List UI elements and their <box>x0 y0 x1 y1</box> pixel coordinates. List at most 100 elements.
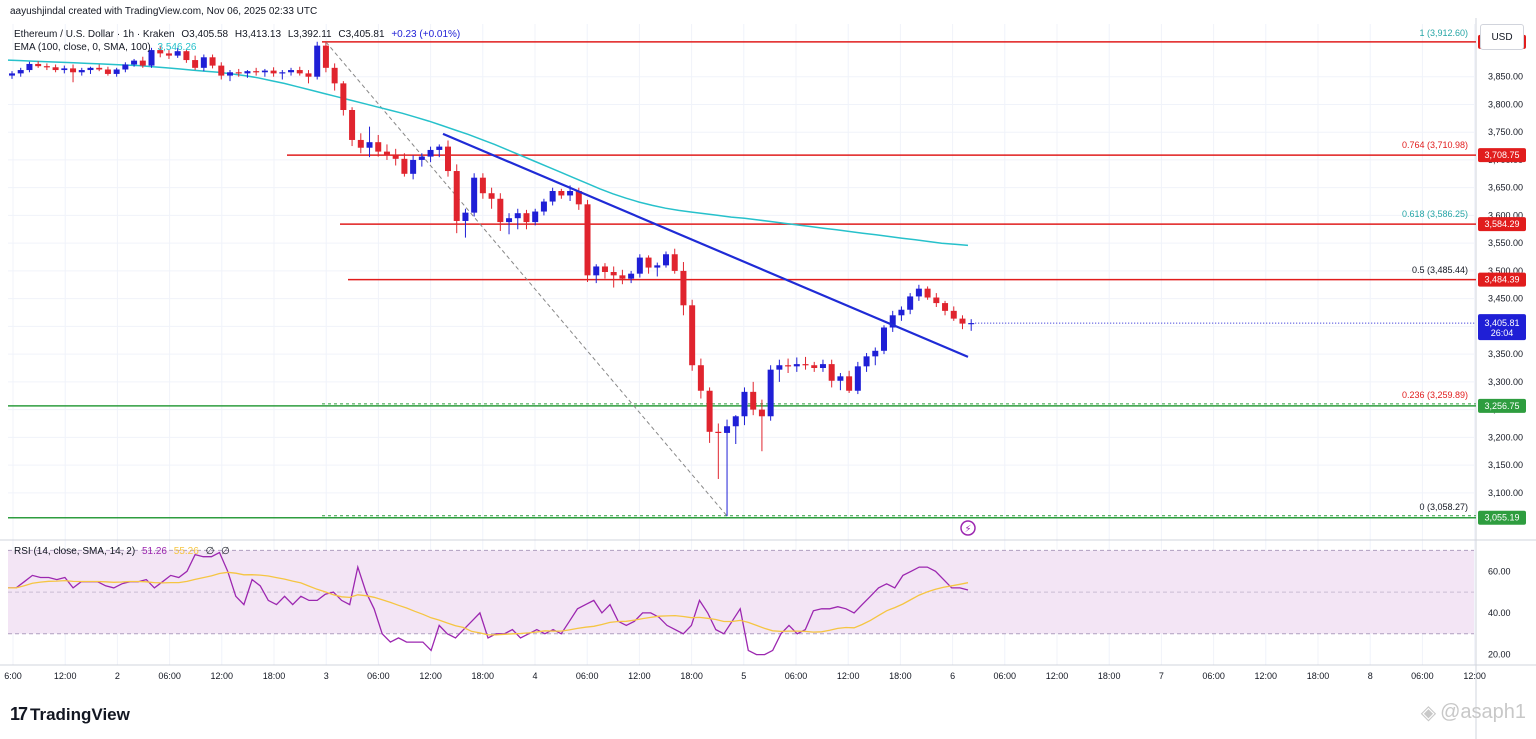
candle-down <box>671 254 678 271</box>
rsi-legend: RSI (14, close, SMA, 14, 2) 51.26 55.26 … <box>14 546 234 557</box>
close-value: C3,405.81 <box>338 29 385 40</box>
x-tick-label: 18:00 <box>263 671 286 681</box>
fib-label: 0.618 (3,586.25) <box>1402 209 1468 219</box>
candle-up <box>9 73 15 76</box>
fib-diagonal <box>325 41 728 517</box>
candle-up <box>113 69 120 74</box>
x-tick-label: 8 <box>1368 671 1373 681</box>
x-tick-label: 06:00 <box>785 671 808 681</box>
candle-down <box>488 193 495 199</box>
candle-up <box>261 70 268 73</box>
candle-up <box>227 72 233 76</box>
x-tick-label: 3 <box>324 671 329 681</box>
ema-value: 3,546.26 <box>157 42 197 53</box>
candle-down <box>811 365 818 368</box>
candle-up <box>724 426 731 433</box>
candle-down <box>445 146 451 172</box>
rsi-tick-label: 40.00 <box>1488 608 1511 618</box>
candle-down <box>828 364 835 381</box>
candle-down <box>383 151 390 156</box>
candle-down <box>933 297 940 304</box>
rsi-tick-label: 60.00 <box>1488 566 1511 576</box>
candle-up <box>462 212 469 221</box>
candle-down <box>715 431 722 434</box>
x-tick-label: 18:00 <box>1098 671 1121 681</box>
price-tick-label: 3,100.00 <box>1488 488 1523 498</box>
candle-down <box>584 204 591 276</box>
rsi-line <box>8 551 969 656</box>
candle-up <box>593 266 600 276</box>
candle-up <box>17 70 24 74</box>
candle-up <box>244 71 251 74</box>
price-tick-label: 3,500.00 <box>1488 266 1523 276</box>
candle-down <box>680 270 687 306</box>
candle-up <box>654 265 661 268</box>
candle-down <box>401 158 408 174</box>
candle-up <box>506 218 513 223</box>
x-tick-label: 12:00 <box>837 671 860 681</box>
countdown-label: 26:04 <box>1491 328 1514 338</box>
ema-label: EMA (100, close, 0, SMA, 100) <box>14 42 151 53</box>
support-price-tag <box>1478 398 1526 413</box>
diamond-icon: ◈ <box>1420 702 1437 724</box>
rsi-label: RSI (14, close, SMA, 14, 2) <box>14 546 136 557</box>
fib-label: 0.236 (3,259.89) <box>1402 390 1468 400</box>
candle-down <box>165 53 172 56</box>
candle-up <box>776 365 783 370</box>
candle-up <box>889 315 896 328</box>
candle-down <box>750 391 757 410</box>
candle-up <box>26 63 33 71</box>
price-tick-label: 3,150.00 <box>1488 460 1523 470</box>
candle-down <box>942 303 949 311</box>
resistance-price-tag <box>1478 272 1526 287</box>
x-tick-label: 12:00 <box>54 671 77 681</box>
tradingview-logo-icon: 17 <box>10 704 28 724</box>
current-price-label: 3,405.81 <box>1484 318 1519 328</box>
rsi-ma-value: 55.26 <box>173 546 199 557</box>
candle-up <box>881 327 887 351</box>
price-tick-label: 3,800.00 <box>1488 99 1523 109</box>
resistance-price-label: 3,708.75 <box>1484 150 1519 160</box>
price-tick-label: 3,550.00 <box>1488 238 1523 248</box>
candle-up <box>767 369 774 417</box>
resistance-price-tag <box>1478 217 1526 232</box>
candle-up <box>471 177 478 213</box>
candle-down <box>610 272 617 276</box>
high-value: H3,413.13 <box>234 29 282 40</box>
candle-down <box>523 213 530 223</box>
watermark: ◈ @asaph1 <box>1421 700 1526 725</box>
symbol-title: Ethereum / U.S. Dollar · 1h · Kraken <box>14 29 175 40</box>
x-tick-label: 18:00 <box>889 671 912 681</box>
candle-up <box>636 257 643 274</box>
candle-up <box>532 211 539 223</box>
candle-down <box>43 66 50 68</box>
currency-button[interactable]: USD <box>1480 24 1524 50</box>
price-tick-label: 3,450.00 <box>1488 294 1523 304</box>
rsi-tick-label: 20.00 <box>1488 650 1511 660</box>
x-tick-label: 12:00 <box>211 671 234 681</box>
x-tick-label: 06:00 <box>158 671 181 681</box>
x-tick-label: 6 <box>950 671 955 681</box>
x-tick-label: 12:00 <box>1463 671 1486 681</box>
candle-down <box>35 63 42 67</box>
lightning-icon: ⚡ <box>964 524 971 535</box>
candle-down <box>218 65 225 76</box>
fib-label: 0.764 (3,710.98) <box>1402 140 1468 150</box>
fib-label: 1 (3,912.60) <box>1419 28 1468 38</box>
candle-up <box>968 323 975 325</box>
support-price-label: 3,256.75 <box>1484 401 1519 411</box>
current-price-tag <box>1478 314 1526 341</box>
trend-line <box>442 132 969 358</box>
candle-down <box>479 177 486 194</box>
candle-down <box>235 72 242 74</box>
x-tick-label: 06:00 <box>1411 671 1434 681</box>
candle-down <box>392 155 399 159</box>
candle-down <box>331 67 338 84</box>
x-tick-label: 12:00 <box>628 671 651 681</box>
candle-up <box>61 68 68 71</box>
candle-up <box>898 309 905 316</box>
ohlc-legend: Ethereum / U.S. Dollar · 1h · Kraken O3,… <box>14 29 464 40</box>
open-value: O3,405.58 <box>181 29 229 40</box>
candle-down <box>785 365 792 367</box>
